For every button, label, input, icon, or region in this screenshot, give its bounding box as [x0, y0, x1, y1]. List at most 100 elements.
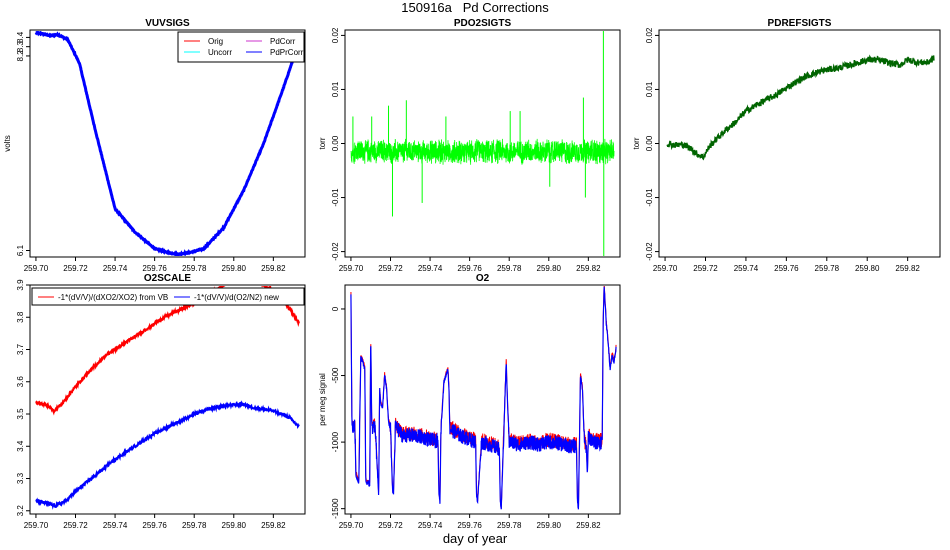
panel-pdo2sigts: PDO2SIGTS 259.70 259.72 259.74 259.76 259.78 2… — [318, 18, 621, 273]
y-tick-label: 6.1 — [16, 244, 25, 256]
y-tick-label: 3.7 — [16, 343, 25, 355]
series-line-o2 — [350, 286, 617, 510]
series-line-pdprcorr — [34, 31, 301, 256]
legend: -1*(dV/V)/(dXO2/XO2) from VB -1*(dV/V)/d(… — [31, 287, 305, 306]
x-tick-label: 259.74 — [103, 264, 128, 273]
panel-title: O2SCALE — [144, 273, 192, 284]
x-tick-label: 259.82 — [261, 521, 286, 530]
x-tick-label: 259.70 — [653, 264, 678, 273]
x-tick-label: 259.78 — [182, 264, 207, 273]
y-tick-label: -1000 — [331, 431, 340, 452]
series-line-underlay — [35, 32, 301, 256]
y-tick-label: 0.01 — [645, 81, 654, 97]
y-tick-label: -1500 — [331, 498, 340, 519]
y-tick-label: 3.9 — [16, 279, 25, 291]
x-tick-label: 259.72 — [693, 264, 718, 273]
y-tick-label: 3.3 — [16, 472, 25, 484]
x-tick-label: 259.80 — [222, 521, 247, 530]
x-tick-label: 259.76 — [457, 264, 482, 273]
y-tick-label: -0.01 — [331, 188, 340, 207]
y-tick-label: 3.8 — [16, 311, 25, 323]
x-tick-label: 259.70 — [339, 521, 364, 530]
x-tick-label: 259.76 — [142, 264, 167, 273]
series-line-pdo2 — [350, 138, 615, 165]
x-tick-label: 259.74 — [418, 521, 443, 530]
legend-label: -1*(dV/V)/d(O2/N2) new — [194, 293, 279, 302]
x-axis-label: day of year — [442, 531, 508, 546]
x-tick-label: 259.72 — [63, 521, 88, 530]
x-tick-label: 259.78 — [815, 264, 840, 273]
x-tick-label: 259.76 — [142, 521, 167, 530]
y-axis-label: torr — [632, 137, 641, 149]
x-tick-label: 259.70 — [339, 264, 364, 273]
y-tick-label: 3.5 — [16, 408, 25, 420]
panel-title: VUVSIGS — [145, 18, 190, 29]
series-line-o2-underlay — [350, 286, 617, 509]
y-tick-label: 0 — [331, 306, 340, 311]
x-tick-label: 259.80 — [537, 521, 562, 530]
legend-label: -1*(dV/V)/(dXO2/XO2) from VB — [58, 293, 168, 302]
y-tick-label: 8.2 — [16, 50, 25, 62]
x-tick-label: 259.80 — [855, 264, 880, 273]
figure-title: 150916a Pd Corrections — [401, 0, 549, 15]
y-tick-label: 0.02 — [645, 27, 654, 43]
legend-label: PdPrCorr — [270, 48, 304, 57]
x-tick-label: 259.70 — [24, 521, 49, 530]
plot-area — [350, 286, 617, 510]
x-tick-label: 259.82 — [576, 521, 601, 530]
panel-title: PDO2SIGTS — [454, 18, 512, 29]
x-tick-label: 259.72 — [63, 264, 88, 273]
legend-label: Uncorr — [208, 48, 232, 57]
x-tick-label: 259.82 — [261, 264, 286, 273]
plot-area — [666, 54, 935, 161]
y-tick-label: 0.02 — [331, 27, 340, 43]
y-tick-label: 3.2 — [16, 505, 25, 517]
y-tick-label: 8.4 — [16, 31, 25, 43]
x-tick-label: 259.80 — [222, 264, 247, 273]
panel-pdrefsigts: PDREFSIGTS 259.70 259.72 259.74 259.76 259.78… — [632, 18, 941, 273]
y-tick-label: -500 — [331, 367, 340, 384]
y-tick-label: -0.01 — [645, 188, 654, 207]
panel-o2: O2 259.70 259.72 259.74 259.76 259.78 259.80 25… — [318, 273, 621, 530]
x-tick-label: 259.74 — [103, 521, 128, 530]
panel-vuvsigs: VUVSIGS 259.70 259.72 259.74 259.76 259.78 259… — [3, 18, 306, 273]
x-tick-label: 259.78 — [497, 521, 522, 530]
y-tick-label: 8.3 — [16, 41, 25, 53]
legend-box — [177, 31, 305, 63]
series-line-underlay — [35, 31, 301, 256]
plot-area — [34, 31, 301, 256]
plot-frame — [29, 29, 306, 258]
panel-title: PDREFSIGTS — [768, 18, 832, 29]
legend-box — [31, 287, 305, 306]
panel-title: O2 — [476, 273, 490, 284]
legend-label: PdCorr — [270, 37, 296, 46]
series-line-o2scale-1 — [35, 286, 301, 416]
panel-o2scale: O2SCALE 259.70 259.72 259.74 259.76 259.78 259… — [16, 273, 306, 530]
x-tick-label: 259.70 — [24, 264, 49, 273]
x-tick-label: 259.76 — [774, 264, 799, 273]
series-line-o2scale-2 — [35, 400, 300, 510]
x-tick-label: 259.76 — [457, 521, 482, 530]
y-axis-label: per meg signal — [318, 373, 327, 426]
x-tick-label: 259.82 — [576, 264, 601, 273]
plot-area — [350, 31, 615, 256]
plot-frame — [344, 284, 621, 515]
plot-frame — [29, 284, 306, 515]
y-axis-label: torr — [318, 137, 327, 149]
x-tick-label: 259.74 — [418, 264, 443, 273]
series-line-pdref — [666, 54, 935, 161]
legend-label: Orig — [208, 37, 223, 46]
x-tick-label: 259.80 — [537, 264, 562, 273]
x-tick-label: 259.72 — [378, 264, 403, 273]
y-tick-label: -0.02 — [645, 242, 654, 261]
y-tick-label: -0.02 — [331, 242, 340, 261]
y-tick-label: 3.4 — [16, 440, 25, 452]
y-tick-label: 0.00 — [331, 135, 340, 151]
y-tick-label: 3.6 — [16, 376, 25, 388]
plot-area — [35, 286, 301, 510]
y-tick-label: 0.01 — [331, 81, 340, 97]
x-tick-label: 259.78 — [497, 264, 522, 273]
y-axis-label: volts — [3, 135, 12, 151]
x-tick-label: 259.74 — [734, 264, 759, 273]
